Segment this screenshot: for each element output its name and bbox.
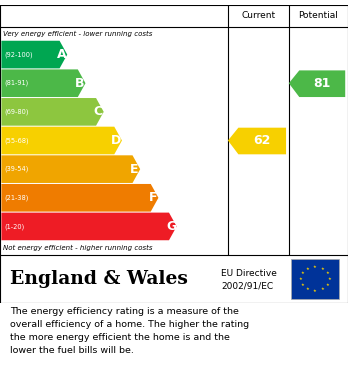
Text: ★: ★ xyxy=(321,267,324,271)
Text: C: C xyxy=(94,105,103,118)
Polygon shape xyxy=(1,213,177,240)
Text: ★: ★ xyxy=(328,277,331,281)
Text: D: D xyxy=(111,134,121,147)
FancyBboxPatch shape xyxy=(291,259,339,299)
Polygon shape xyxy=(1,41,67,68)
Text: (55-68): (55-68) xyxy=(4,137,29,144)
Polygon shape xyxy=(228,128,286,154)
Text: (69-80): (69-80) xyxy=(4,109,29,115)
Text: 81: 81 xyxy=(314,77,331,90)
Text: ★: ★ xyxy=(321,287,324,291)
Text: (21-38): (21-38) xyxy=(4,195,29,201)
Text: (39-54): (39-54) xyxy=(4,166,29,172)
Text: B: B xyxy=(75,77,85,90)
Text: Very energy efficient - lower running costs: Very energy efficient - lower running co… xyxy=(3,31,153,37)
Text: G: G xyxy=(166,220,176,233)
Text: ★: ★ xyxy=(300,283,304,287)
Text: ★: ★ xyxy=(313,289,317,293)
Text: ★: ★ xyxy=(326,283,330,287)
Text: ★: ★ xyxy=(306,267,309,271)
Text: F: F xyxy=(149,191,157,204)
Text: EU Directive: EU Directive xyxy=(221,269,277,278)
Polygon shape xyxy=(1,127,122,154)
Text: 62: 62 xyxy=(254,134,271,147)
Text: ★: ★ xyxy=(313,265,317,269)
Text: The energy efficiency rating is a measure of the
overall efficiency of a home. T: The energy efficiency rating is a measur… xyxy=(10,307,250,355)
Text: Energy Efficiency Rating: Energy Efficiency Rating xyxy=(10,7,221,23)
Text: (92-100): (92-100) xyxy=(4,51,33,58)
Text: 2002/91/EC: 2002/91/EC xyxy=(221,282,273,291)
Polygon shape xyxy=(1,155,140,183)
Text: ★: ★ xyxy=(299,277,302,281)
Text: E: E xyxy=(130,163,139,176)
Text: ★: ★ xyxy=(306,287,309,291)
Text: Potential: Potential xyxy=(299,11,338,20)
Text: ★: ★ xyxy=(300,271,304,275)
Text: (1-20): (1-20) xyxy=(4,223,24,230)
Polygon shape xyxy=(1,69,86,97)
Text: (81-91): (81-91) xyxy=(4,80,29,86)
Text: Not energy efficient - higher running costs: Not energy efficient - higher running co… xyxy=(3,245,153,251)
Polygon shape xyxy=(1,98,104,126)
Text: England & Wales: England & Wales xyxy=(10,270,188,288)
Polygon shape xyxy=(1,184,158,212)
Text: ★: ★ xyxy=(326,271,330,275)
Text: A: A xyxy=(57,48,66,61)
Text: Current: Current xyxy=(241,11,276,20)
Polygon shape xyxy=(289,70,345,97)
